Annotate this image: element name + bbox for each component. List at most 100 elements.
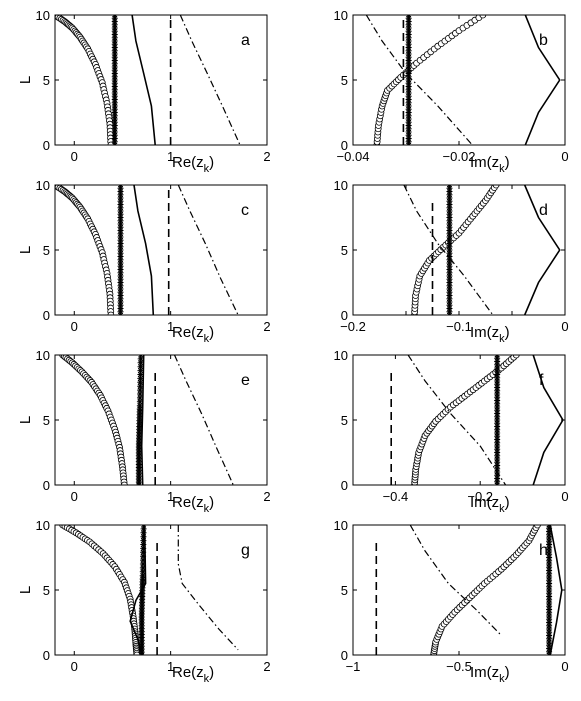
axes-box — [352, 184, 566, 316]
star-marker — [111, 21, 118, 28]
star-marker — [546, 590, 553, 597]
star-marker — [117, 243, 124, 250]
star-marker — [446, 191, 453, 198]
y-tick-label: 10 — [36, 8, 50, 23]
star-marker — [111, 129, 118, 135]
star-marker — [405, 57, 412, 64]
series-solid-line — [131, 15, 156, 145]
star-marker — [405, 21, 412, 28]
x-tick-label: −0.4 — [383, 489, 409, 504]
star-marker — [111, 67, 118, 74]
star-marker — [446, 201, 453, 208]
star-marker — [140, 533, 147, 540]
axes-box — [54, 524, 268, 656]
panel-letter: d — [539, 202, 548, 219]
y-tick-label: 10 — [334, 518, 348, 533]
star-marker — [446, 250, 453, 257]
star-marker — [446, 269, 453, 276]
star-marker — [117, 302, 124, 309]
star-marker — [137, 379, 144, 386]
star-marker — [494, 423, 501, 430]
star-marker — [111, 41, 118, 48]
star-marker — [494, 433, 501, 440]
star-marker — [494, 439, 501, 446]
circle-marker — [492, 185, 500, 189]
star-marker — [446, 253, 453, 260]
star-marker — [546, 548, 553, 554]
star-marker — [139, 561, 146, 567]
star-marker — [446, 224, 453, 231]
star-marker — [546, 538, 553, 545]
x-tick-label: 0 — [561, 659, 568, 674]
series-circles-line — [414, 355, 517, 485]
star-marker — [111, 64, 118, 70]
star-marker — [117, 279, 124, 286]
star-marker — [140, 553, 147, 560]
y-axis-label: L — [17, 246, 34, 254]
circle-marker — [107, 311, 115, 315]
star-marker — [494, 446, 501, 453]
star-marker — [117, 256, 124, 263]
star-marker — [137, 363, 144, 370]
star-marker — [140, 549, 147, 556]
star-marker — [446, 217, 453, 224]
star-marker — [111, 106, 118, 113]
star-marker — [405, 86, 412, 93]
series-dashdot-line — [177, 185, 239, 315]
x-tick-label: −0.02 — [443, 149, 476, 164]
star-marker — [405, 125, 412, 132]
star-marker — [405, 67, 412, 74]
star-marker — [494, 443, 501, 449]
series-solid-line — [133, 185, 155, 315]
star-marker — [494, 407, 501, 414]
series-solid-line — [523, 185, 561, 315]
star-marker — [546, 616, 553, 623]
star-marker — [546, 626, 553, 632]
star-marker — [546, 557, 553, 564]
panel-letter: g — [241, 542, 250, 559]
star-marker — [405, 119, 412, 126]
star-marker — [111, 96, 118, 103]
star-marker — [140, 537, 147, 544]
star-marker — [546, 622, 553, 629]
star-marker — [137, 371, 144, 378]
star-marker — [405, 109, 412, 116]
star-marker — [137, 387, 144, 394]
star-marker — [494, 361, 501, 368]
star-marker — [546, 606, 553, 613]
star-marker — [494, 413, 501, 420]
star-marker — [111, 54, 118, 61]
y-tick-label: 0 — [43, 648, 50, 663]
star-marker — [446, 227, 453, 234]
panel-g: 0 1 2 0 5 10 g Re(zk) L — [17, 518, 271, 685]
star-marker — [139, 564, 146, 571]
star-marker — [137, 359, 144, 366]
x-tick-label: −0.5 — [446, 659, 472, 674]
star-marker — [405, 138, 412, 145]
star-marker — [546, 593, 553, 600]
star-marker — [405, 80, 412, 87]
star-marker — [546, 541, 553, 548]
y-tick-label: 10 — [36, 348, 50, 363]
series-dashdot-line — [177, 525, 239, 651]
star-marker — [494, 459, 501, 466]
series-solid-line — [129, 525, 147, 655]
y-tick-label: 10 — [334, 348, 348, 363]
axes-box — [54, 14, 268, 146]
star-marker — [446, 302, 453, 309]
star-marker — [117, 276, 124, 283]
star-marker — [405, 51, 412, 57]
star-marker — [546, 535, 553, 541]
star-marker — [111, 135, 118, 142]
y-axis-label: L — [17, 76, 34, 84]
star-marker — [117, 247, 124, 253]
star-marker — [446, 234, 453, 240]
star-marker — [446, 292, 453, 299]
star-marker — [111, 51, 118, 57]
x-axis-label: Im(zk) — [470, 664, 510, 685]
star-marker — [546, 544, 553, 551]
star-marker — [405, 132, 412, 139]
star-marker — [405, 34, 412, 41]
star-marker — [111, 34, 118, 41]
star-marker — [117, 295, 124, 302]
